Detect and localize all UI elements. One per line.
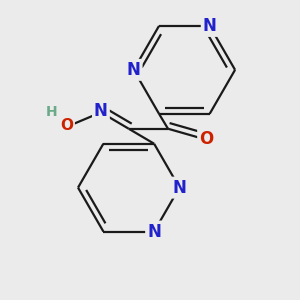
Text: N: N	[127, 61, 141, 79]
Text: N: N	[203, 17, 217, 35]
Text: N: N	[147, 223, 161, 241]
Text: O: O	[199, 130, 213, 148]
Text: N: N	[94, 102, 108, 120]
Text: N: N	[172, 178, 186, 196]
Text: O: O	[60, 118, 73, 133]
Text: H: H	[46, 105, 58, 119]
